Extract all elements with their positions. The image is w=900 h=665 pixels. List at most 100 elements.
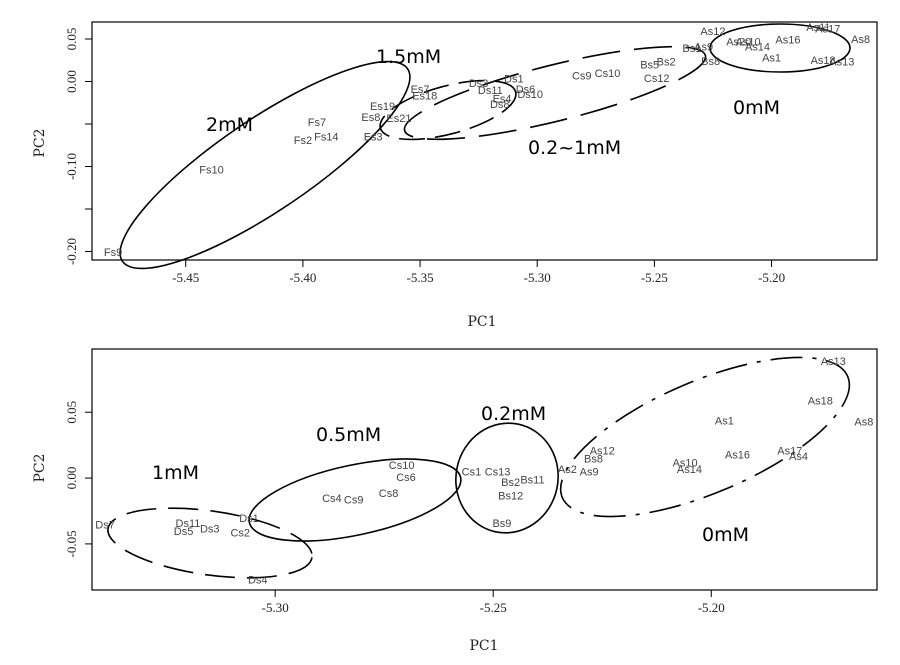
point-label: Cs4: [322, 493, 342, 505]
point-label: Ds10: [517, 89, 543, 101]
point-label: As8: [854, 417, 873, 429]
point-label: Cs2: [230, 527, 250, 539]
x-axis-title-top: PC1: [467, 314, 496, 330]
point-label: Es4: [493, 93, 512, 105]
group-ellipse-0-2-1mM: [403, 45, 707, 141]
point-label: Cs6: [396, 472, 416, 484]
point-label: As11: [806, 22, 830, 34]
point-label: As20: [726, 36, 751, 48]
plot-frame-top: [91, 21, 878, 261]
y-tick-label: -0.10: [64, 153, 79, 180]
y-tick-label: 0.00: [64, 70, 79, 93]
point-label: Bs9: [492, 518, 511, 530]
point-label: Cs8: [379, 488, 399, 500]
point-label: As18: [811, 55, 836, 67]
x-tick-label: -5.25: [641, 270, 668, 285]
panel-bottom: -5.30 -5.25 -5.20 0.05 0.00 -0.05 PC1 PC2 As…: [32, 348, 878, 654]
group-ellipse-2mM: [119, 60, 411, 270]
point-label: Ds5: [174, 526, 194, 538]
point-label: Cs10: [389, 460, 415, 472]
x-tick-label: -5.30: [524, 270, 551, 285]
x-tick-label: -5.20: [758, 270, 785, 285]
x-axis-top: -5.45 -5.40 -5.35 -5.30 -5.25 -5.20: [172, 260, 785, 285]
point-label: Cs1: [462, 467, 482, 479]
point-label: Bs5: [640, 59, 659, 71]
x-tick-label: -5.30: [262, 600, 289, 615]
point-label: As12: [700, 26, 725, 38]
plot-frame-bottom: [91, 348, 878, 591]
point-label: Bs11: [520, 475, 544, 487]
y-axis-title-bottom: PC2: [32, 453, 48, 482]
x-tick-label: -5.45: [172, 270, 199, 285]
group-label-1-5mM: 1.5mM: [376, 46, 441, 68]
point-label: Cs13: [485, 467, 511, 479]
point-label: As12: [590, 446, 615, 458]
y-axis-top: 0.05 0.00 -0.10 -0.20: [64, 28, 92, 265]
group-label-2mM: 2mM: [206, 114, 253, 136]
point-label: Fs7: [308, 117, 326, 129]
point-label: Fs2: [294, 135, 312, 147]
point-label: Cs9: [572, 70, 592, 82]
point-label: As2: [558, 464, 577, 476]
group-label-0mM-bottom: 0mM: [702, 524, 749, 546]
group-label-0-2-1mM: 0.2~1mM: [528, 137, 621, 159]
y-tick-label: 0.00: [64, 467, 79, 490]
point-label: Ds8: [490, 99, 510, 111]
point-label: Cs9: [344, 494, 364, 506]
point-label: Fs14: [314, 132, 338, 144]
point-label: As13: [829, 57, 854, 69]
point-label: Es8: [361, 112, 380, 124]
point-label: Ds1: [504, 74, 524, 86]
point-label: Bs1: [682, 43, 701, 55]
point-label: Ds3: [469, 78, 489, 90]
point-label: As14: [677, 464, 702, 476]
group-label-0-5mM: 0.5mM: [316, 424, 381, 446]
point-label: Ds4: [248, 575, 268, 587]
x-tick-label: -5.35: [407, 270, 434, 285]
y-axis-bottom: 0.05 0.00 -0.05: [64, 401, 92, 557]
point-label: As13: [821, 356, 846, 368]
x-tick-label: -5.40: [289, 270, 316, 285]
x-axis-bottom: -5.30 -5.25 -5.20: [262, 590, 725, 615]
group-ellipse-0-5mM: [248, 458, 462, 542]
point-label: Bs8: [701, 56, 720, 68]
group-label-0-2mM: 0.2mM: [481, 403, 546, 425]
point-label: Ds6: [516, 84, 536, 96]
group-ellipse-0-2mM: [455, 422, 559, 534]
point-label: Ds3: [200, 523, 220, 535]
point-label: As1: [715, 415, 734, 427]
group-ellipse-0mM-bottom: [559, 356, 851, 518]
point-label: As14: [745, 41, 770, 53]
y-tick-label: -0.20: [64, 238, 79, 265]
point-label: As9: [694, 41, 713, 53]
group-ellipse-1-5mM: [379, 79, 517, 141]
point-label: As9: [580, 467, 599, 479]
point-label: As16: [775, 35, 800, 47]
group-ellipse-0mM: [709, 23, 851, 73]
x-axis-title-bottom: PC1: [469, 638, 498, 654]
point-label: Ds7: [95, 519, 115, 531]
group-label-0mM-top: 0mM: [733, 97, 780, 119]
group-label-1mM: 1mM: [152, 462, 199, 484]
point-label: Bs2: [657, 57, 676, 69]
x-tick-label: -5.20: [698, 600, 725, 615]
point-label: Es18: [412, 91, 437, 103]
point-label: Es3: [364, 132, 383, 144]
point-label: As4: [789, 451, 808, 463]
point-label: As17: [777, 446, 802, 458]
x-tick-label: -5.25: [480, 600, 507, 615]
point-label: Es21: [386, 113, 411, 125]
y-tick-label: -0.05: [64, 530, 79, 557]
point-label: As8: [851, 34, 870, 46]
point-label: Cs10: [595, 68, 621, 80]
point-label: Fs9: [104, 247, 122, 259]
y-tick-label: 0.05: [64, 28, 79, 51]
y-axis-title-top: PC2: [32, 128, 48, 157]
group-ellipse-1mM: [107, 507, 313, 579]
point-label: Es7: [411, 84, 430, 96]
point-label: Bs8: [584, 454, 603, 466]
point-label: As16: [725, 450, 750, 462]
